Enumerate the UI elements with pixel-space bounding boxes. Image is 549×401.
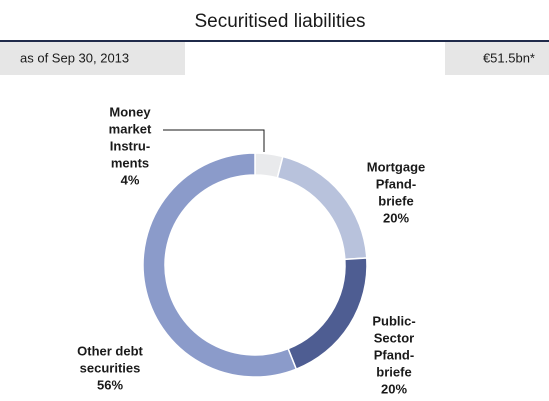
segment-label: Instru- <box>110 138 150 153</box>
donut-segment <box>287 257 368 371</box>
chart-title: Securitised liabilities <box>194 11 365 32</box>
value-label: 56% <box>97 377 123 392</box>
subtitle: as of Sep 30, 2013 <box>20 50 129 65</box>
segment-label: Pfand- <box>374 347 414 362</box>
donut-segment <box>276 155 368 261</box>
segment-label: Other debt <box>77 343 143 358</box>
total: €51.5bn* <box>483 50 535 65</box>
segment-label: Mortgage <box>367 159 426 174</box>
segment-label: Sector <box>374 330 414 345</box>
segment-label: Pfand- <box>376 176 416 191</box>
segment-label: Money <box>109 104 151 119</box>
donut-segment <box>142 152 298 378</box>
value-label: 20% <box>383 210 409 225</box>
segment-label: briefe <box>376 364 411 379</box>
segment-label: market <box>109 121 152 136</box>
value-label: 4% <box>121 172 140 187</box>
segment-label: Public- <box>372 313 415 328</box>
segment-label: briefe <box>378 193 413 208</box>
segment-label: ments <box>111 155 149 170</box>
segment-label: securities <box>80 360 141 375</box>
value-label: 20% <box>381 381 407 396</box>
total-box <box>445 42 549 75</box>
leader-line <box>163 129 265 152</box>
subtitle-box <box>0 42 185 75</box>
